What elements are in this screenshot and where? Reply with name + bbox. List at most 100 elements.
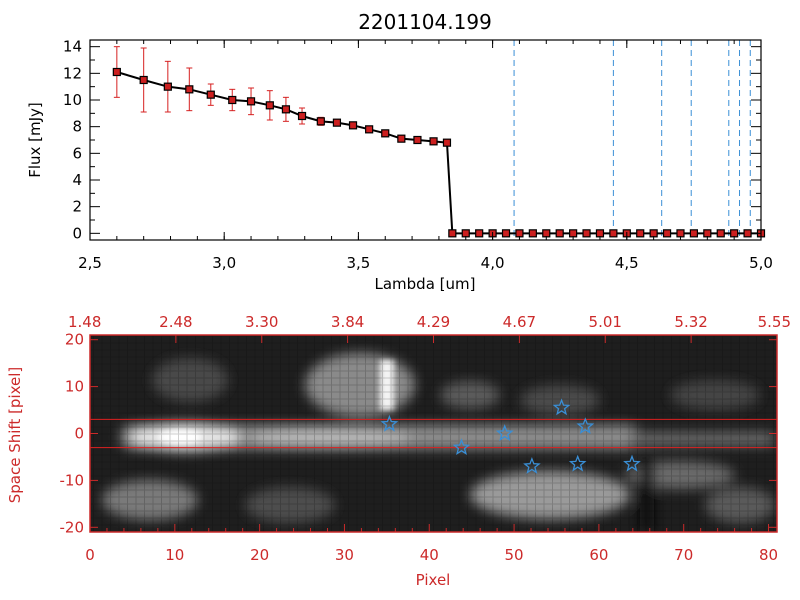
data-point bbox=[348, 121, 358, 130]
x-axis-label: Lambda [um] bbox=[375, 275, 476, 293]
data-point bbox=[206, 90, 215, 99]
data-point bbox=[475, 229, 484, 238]
pixel-tick-label: 0 bbox=[85, 546, 95, 564]
space-tick-label: 20 bbox=[65, 331, 84, 349]
star-marker bbox=[380, 414, 399, 432]
data-point bbox=[649, 229, 658, 238]
spectrum-chart: 2201104.199 2,5 3,0 3,5 4,0 4,5 5,0 0 2 4 6 8 10 12… bbox=[26, 10, 773, 293]
data-point bbox=[185, 85, 194, 94]
space-tick-label: 0 bbox=[74, 425, 84, 443]
data-point bbox=[730, 229, 739, 238]
space-tick-label: -10 bbox=[60, 471, 85, 489]
data-point bbox=[112, 67, 121, 77]
y-tick-label: 8 bbox=[72, 118, 82, 136]
wavelength-tick-label: 5.01 bbox=[589, 313, 622, 331]
x-tick-label: 3,5 bbox=[346, 254, 370, 272]
error-bars bbox=[113, 46, 450, 146]
data-point bbox=[743, 229, 752, 238]
data-point bbox=[662, 229, 672, 238]
space-shift-axis-label: Space Shift [pixel] bbox=[6, 367, 24, 504]
star-marker bbox=[523, 457, 541, 474]
wavelength-tick-label: 4.29 bbox=[417, 313, 450, 331]
spectral-image bbox=[90, 335, 777, 532]
data-point bbox=[381, 129, 390, 138]
data-point bbox=[609, 229, 618, 238]
pixel-axis-label: Pixel bbox=[416, 571, 451, 589]
flux-markers bbox=[112, 67, 766, 238]
x-tick-label: 2,5 bbox=[78, 254, 102, 272]
data-point bbox=[246, 97, 256, 106]
star-marker bbox=[576, 417, 595, 434]
wavelength-tick-label: 1.48 bbox=[68, 313, 101, 331]
star-marker bbox=[568, 454, 587, 472]
data-point bbox=[542, 229, 551, 238]
bottom-y-axis: -20 -10 0 10 20 bbox=[60, 331, 777, 536]
pixel-tick-label: 40 bbox=[420, 546, 439, 564]
space-tick-label: 10 bbox=[65, 378, 84, 396]
data-point bbox=[265, 101, 274, 110]
data-point bbox=[139, 75, 148, 85]
data-point bbox=[676, 229, 685, 238]
data-point bbox=[397, 134, 406, 143]
y-tick-label: 14 bbox=[63, 38, 82, 56]
data-point bbox=[528, 229, 537, 238]
data-point bbox=[163, 82, 172, 91]
star-marker bbox=[623, 454, 641, 472]
pixel-tick-label: 60 bbox=[589, 546, 608, 564]
wavelength-tick-label: 5.55 bbox=[758, 313, 791, 331]
top-x-axis: 2,5 3,0 3,5 4,0 4,5 5,0 bbox=[78, 40, 773, 272]
star-markers bbox=[380, 398, 641, 474]
data-point bbox=[569, 229, 578, 238]
data-point bbox=[461, 229, 470, 238]
star-marker bbox=[452, 438, 471, 456]
y-tick-label: 12 bbox=[63, 64, 82, 82]
spectral-image-chart: 0 10 20 30 40 50 60 70 80 -20 -10 0 10 20 1.48 2.48 3.… bbox=[6, 313, 791, 589]
data-point bbox=[595, 229, 605, 238]
data-point bbox=[501, 229, 511, 238]
y-tick-label: 4 bbox=[72, 171, 82, 189]
pixel-tick-label: 70 bbox=[674, 546, 693, 564]
data-point bbox=[515, 229, 524, 238]
pixel-tick-label: 80 bbox=[759, 546, 778, 564]
data-point bbox=[365, 125, 374, 134]
y-axis-label: Flux [mJy] bbox=[26, 102, 44, 178]
data-point bbox=[689, 229, 699, 238]
data-point bbox=[297, 111, 307, 121]
wavelength-tick-label: 3.30 bbox=[245, 313, 278, 331]
x-tick-label: 5,0 bbox=[749, 254, 773, 272]
pixel-tick-label: 20 bbox=[250, 546, 269, 564]
data-point bbox=[448, 229, 457, 238]
top-y-axis: 0 2 4 6 8 10 12 14 bbox=[63, 38, 761, 242]
data-point bbox=[703, 229, 712, 238]
wavelength-tick-label: 5.32 bbox=[674, 313, 707, 331]
data-point bbox=[636, 229, 645, 238]
bottom-x-axis: 0 10 20 30 40 50 60 70 80 bbox=[85, 524, 778, 564]
y-tick-label: 0 bbox=[72, 224, 82, 242]
pixel-tick-label: 10 bbox=[165, 546, 184, 564]
pixel-tick-label: 50 bbox=[505, 546, 524, 564]
star-marker bbox=[495, 424, 514, 442]
x-tick-label: 3,0 bbox=[212, 254, 236, 272]
wavelength-tick-label: 2.48 bbox=[159, 313, 192, 331]
aperture-lines bbox=[90, 418, 777, 449]
data-point bbox=[413, 135, 422, 145]
x-tick-label: 4,5 bbox=[615, 254, 639, 272]
star-marker bbox=[552, 398, 571, 416]
data-point bbox=[582, 229, 591, 238]
y-tick-label: 2 bbox=[72, 198, 82, 216]
data-point bbox=[332, 118, 342, 127]
data-point bbox=[281, 105, 291, 114]
wavelength-tick-label: 4.67 bbox=[503, 313, 536, 331]
wavelength-tick-label: 3.84 bbox=[331, 313, 364, 331]
wavelength-top-axis: 1.48 2.48 3.30 3.84 4.29 4.67 5.01 5.32 5.55 bbox=[68, 313, 791, 343]
y-tick-label: 10 bbox=[63, 91, 82, 109]
chart-title: 2201104.199 bbox=[358, 10, 492, 34]
pixel-tick-label: 30 bbox=[335, 546, 354, 564]
data-point bbox=[716, 229, 725, 238]
data-point bbox=[228, 95, 237, 105]
data-point bbox=[555, 229, 564, 238]
x-tick-label: 4,0 bbox=[481, 254, 505, 272]
data-point bbox=[316, 117, 325, 126]
emission-line-markers bbox=[513, 40, 751, 240]
